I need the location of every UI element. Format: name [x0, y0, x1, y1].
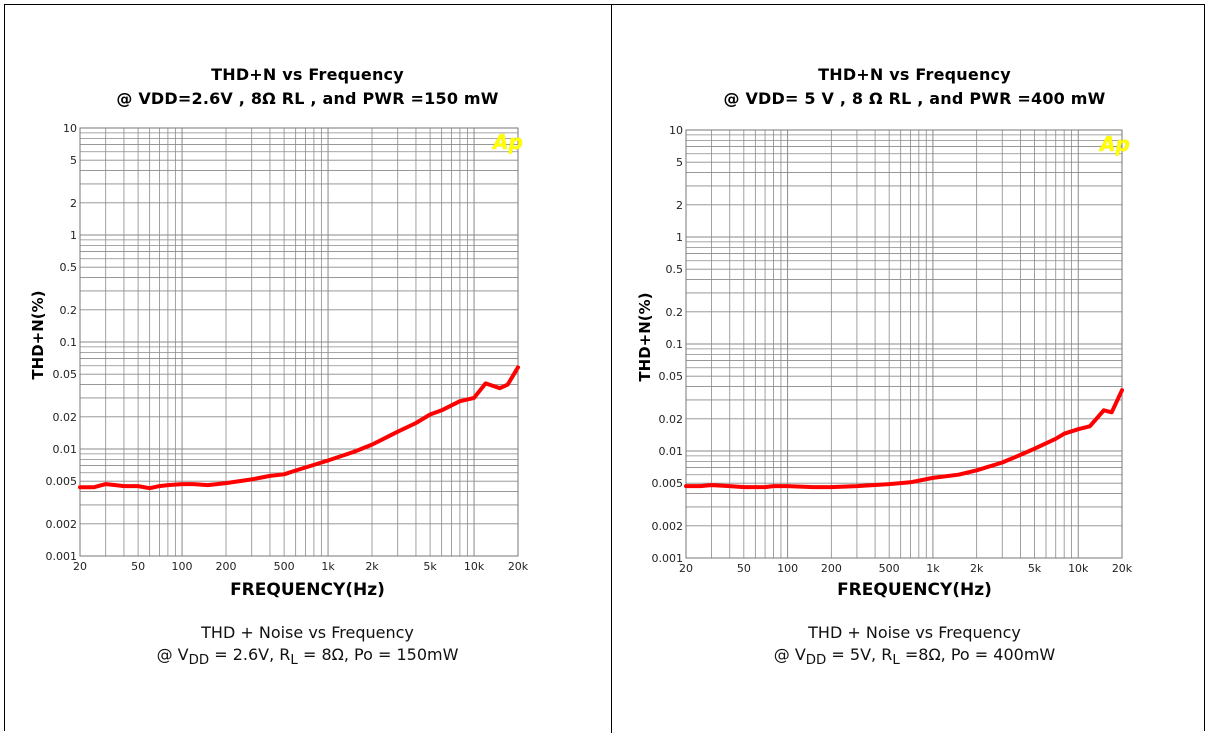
x-tick-label: 2k — [365, 560, 379, 573]
y-tick-label: 0.5 — [60, 261, 78, 274]
y-tick-label: 0.005 — [46, 475, 78, 488]
x-tick-label: 1k — [321, 560, 335, 573]
y-tick-label: 10 — [669, 124, 683, 137]
x-tick-label: 200 — [821, 562, 842, 575]
x-tick-label: 10k — [1068, 562, 1089, 575]
x-tick-label: 20 — [73, 560, 87, 573]
grid — [686, 130, 1122, 558]
x-tick-label: 500 — [879, 562, 900, 575]
y-tick-label: 5 — [70, 154, 77, 167]
x-tick-label: 10k — [464, 560, 485, 573]
y-tick-label: 0.2 — [666, 306, 684, 319]
y-tick-label: 0.1 — [666, 338, 684, 351]
y-tick-label: 0.05 — [53, 368, 78, 381]
y-axis-label: THD+N(%) — [29, 280, 47, 390]
x-tick-label: 50 — [131, 560, 145, 573]
y-tick-label: 0.01 — [659, 445, 684, 458]
caption-line-1: THD + Noise vs Frequency — [612, 623, 1211, 642]
x-axis: 20 50 100 200 500 1k 2k 5k 10k 20k — [679, 562, 1133, 575]
ap-logo: Ap — [493, 130, 523, 154]
thd-series-line — [80, 367, 518, 488]
x-tick-label: 5k — [423, 560, 437, 573]
chart-panel-left: THD+N vs Frequency @ VDD=2.6V , 8Ω RL , … — [5, 4, 610, 733]
x-tick-label: 200 — [216, 560, 237, 573]
chart-panel-right: THD+N vs Frequency @ VDD= 5 V , 8 Ω RL ,… — [612, 4, 1211, 733]
x-tick-label: 100 — [777, 562, 798, 575]
y-tick-label: 0.002 — [652, 520, 684, 533]
y-tick-label: 0.01 — [53, 443, 78, 456]
x-tick-label: 100 — [172, 560, 193, 573]
grid — [80, 128, 518, 556]
y-tick-label: 10 — [63, 122, 77, 135]
y-tick-label: 0.1 — [60, 336, 78, 349]
y-axis-label: THD+N(%) — [636, 282, 654, 392]
y-tick-label: 2 — [70, 197, 77, 210]
x-tick-label: 20k — [1112, 562, 1133, 575]
y-tick-label: 1 — [676, 231, 683, 244]
y-axis: 105210.50.20.10.050.020.010.0050.0020.00… — [46, 122, 78, 563]
y-tick-label: 0.005 — [652, 477, 684, 490]
caption-line-2: @ VDD = 2.6V, RL = 8Ω, Po = 150mW — [5, 645, 610, 668]
y-tick-label: 1 — [70, 229, 77, 242]
ap-logo: Ap — [1100, 132, 1130, 156]
x-axis: 20 50 100 200 500 1k 2k 5k 10k 20k — [73, 560, 529, 573]
x-tick-label: 50 — [737, 562, 751, 575]
x-tick-label: 20 — [679, 562, 693, 575]
thd-series-line — [686, 390, 1122, 487]
y-axis: 105210.50.20.10.050.020.010.0050.0020.00… — [652, 124, 684, 565]
y-tick-label: 0.2 — [60, 304, 78, 317]
x-tick-label: 1k — [926, 562, 940, 575]
x-tick-label: 20k — [508, 560, 529, 573]
x-axis-label: FREQUENCY(Hz) — [5, 580, 610, 600]
x-tick-label: 500 — [274, 560, 295, 573]
y-tick-label: 0.02 — [659, 413, 684, 426]
caption-line-2: @ VDD = 5V, RL =8Ω, Po = 400mW — [612, 645, 1211, 668]
y-tick-label: 0.05 — [659, 370, 684, 383]
y-tick-label: 5 — [676, 156, 683, 169]
x-axis-label: FREQUENCY(Hz) — [612, 580, 1211, 600]
y-tick-label: 0.002 — [46, 518, 78, 531]
y-tick-label: 0.02 — [53, 411, 78, 424]
x-tick-label: 5k — [1028, 562, 1042, 575]
y-tick-label: 0.5 — [666, 263, 684, 276]
x-tick-label: 2k — [970, 562, 984, 575]
y-tick-label: 2 — [676, 199, 683, 212]
caption-line-1: THD + Noise vs Frequency — [5, 623, 610, 642]
